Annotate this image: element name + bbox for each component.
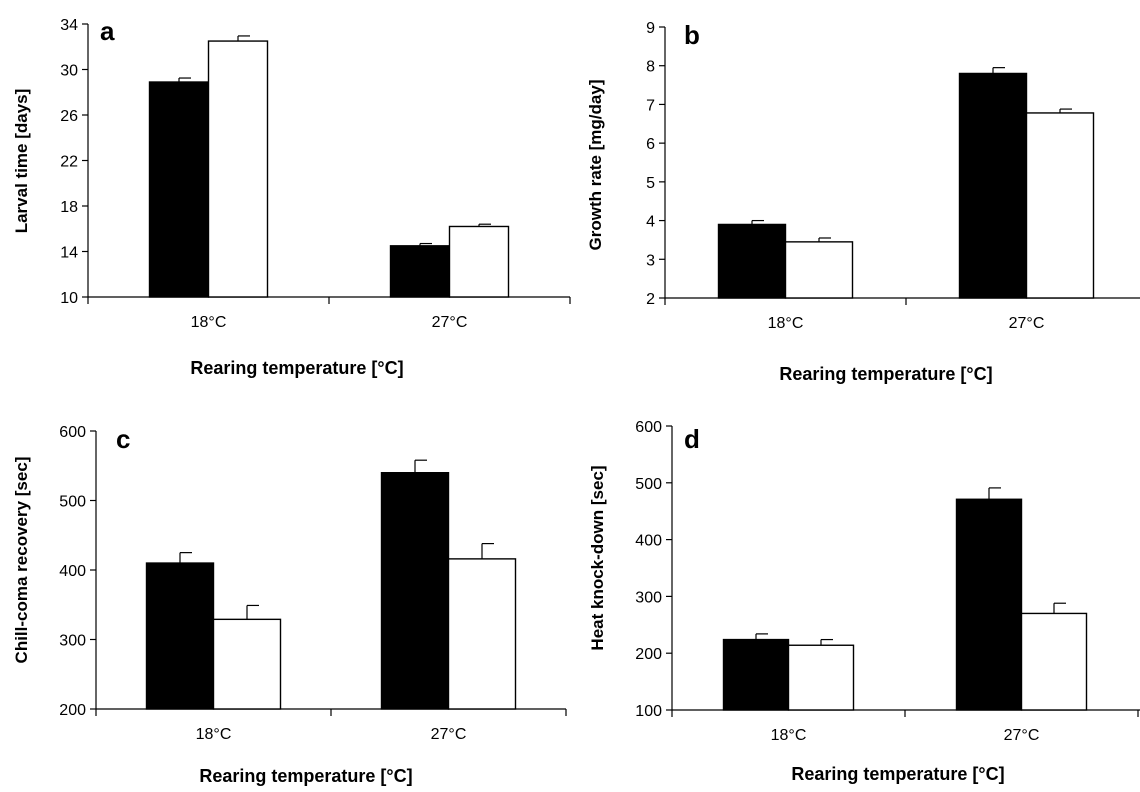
bar <box>212 618 282 710</box>
panel-letter: d <box>684 424 700 454</box>
y-tick-label: 200 <box>635 646 662 663</box>
x-tick-label: 27°C <box>431 726 467 743</box>
y-tick-label: 7 <box>646 97 655 114</box>
chart-plot: 100 200 300 400 500 600 18°C 27°C <box>635 419 1140 744</box>
y-tick-label: 200 <box>59 702 86 719</box>
bar <box>447 558 517 710</box>
y-tick-label: 34 <box>60 17 78 34</box>
y-tick-label: 14 <box>60 245 78 262</box>
chart-plot: 2 3 4 5 6 7 8 9 18°C 27°C <box>646 20 1140 332</box>
bar <box>380 471 450 710</box>
x-tick-label: 27°C <box>1009 315 1045 332</box>
bar <box>145 562 215 710</box>
y-tick-label: 100 <box>635 703 662 720</box>
bar <box>148 81 210 298</box>
bar <box>448 225 510 298</box>
bar <box>1020 612 1088 711</box>
x-axis-label: Rearing temperature [°C] <box>779 364 993 384</box>
y-tick-label: 30 <box>60 63 78 80</box>
chart-plot: 10 14 18 22 26 30 34 18°C 27°C <box>60 17 571 331</box>
chart-plot: 200 300 400 500 600 18°C 27°C <box>59 424 567 743</box>
x-tick-label: 18°C <box>196 726 232 743</box>
panel-letter: c <box>116 424 131 454</box>
y-tick-label: 10 <box>60 290 78 307</box>
bar <box>722 638 790 711</box>
y-tick-label: 500 <box>59 494 86 511</box>
panel-letter: b <box>684 20 700 50</box>
y-tick-label: 8 <box>646 59 655 76</box>
x-tick-label: 18°C <box>191 314 227 331</box>
bar <box>717 223 787 299</box>
y-tick-label: 500 <box>635 476 662 493</box>
bar <box>207 40 269 298</box>
y-tick-label: 400 <box>635 533 662 550</box>
y-tick-label: 600 <box>59 424 86 441</box>
chart-panel-a: Larval time [days] 10 14 18 22 26 30 34 18°C 27°… <box>0 0 571 396</box>
y-tick-label: 600 <box>635 419 662 436</box>
bar <box>958 72 1028 299</box>
chart-panel-d: Heat knock-down [sec] 100 200 300 400 500 600… <box>570 396 1140 792</box>
y-tick-label: 3 <box>646 252 655 269</box>
x-axis-label: Rearing temperature [°C] <box>190 358 404 378</box>
y-tick-label: 300 <box>635 589 662 606</box>
y-tick-label: 9 <box>646 20 655 37</box>
bar <box>389 245 451 298</box>
y-tick-label: 18 <box>60 199 78 216</box>
y-tick-label: 5 <box>646 175 655 192</box>
chart-panel-b: Growth rate [mg/day] 2 3 4 5 6 7 8 9 18°C 27°C b … <box>570 0 1140 396</box>
x-tick-label: 18°C <box>768 315 804 332</box>
y-tick-label: 6 <box>646 136 655 153</box>
bar <box>784 241 854 299</box>
x-tick-label: 27°C <box>432 314 468 331</box>
bar <box>1025 112 1095 299</box>
x-axis-label: Rearing temperature [°C] <box>791 764 1005 784</box>
chart-panel-c: Chill-coma recovery [sec] 200 300 400 500 60… <box>0 396 570 792</box>
bar <box>955 498 1023 711</box>
y-tick-label: 2 <box>646 291 655 308</box>
x-tick-label: 18°C <box>771 727 807 744</box>
x-tick-label: 27°C <box>1004 727 1040 744</box>
bar <box>787 644 855 711</box>
x-axis-label: Rearing temperature [°C] <box>199 766 413 786</box>
y-tick-label: 400 <box>59 563 86 580</box>
y-tick-label: 300 <box>59 633 86 650</box>
y-tick-label: 4 <box>646 214 655 231</box>
panel-letter: a <box>100 16 115 46</box>
y-tick-label: 22 <box>60 154 78 171</box>
y-tick-label: 26 <box>60 108 78 125</box>
